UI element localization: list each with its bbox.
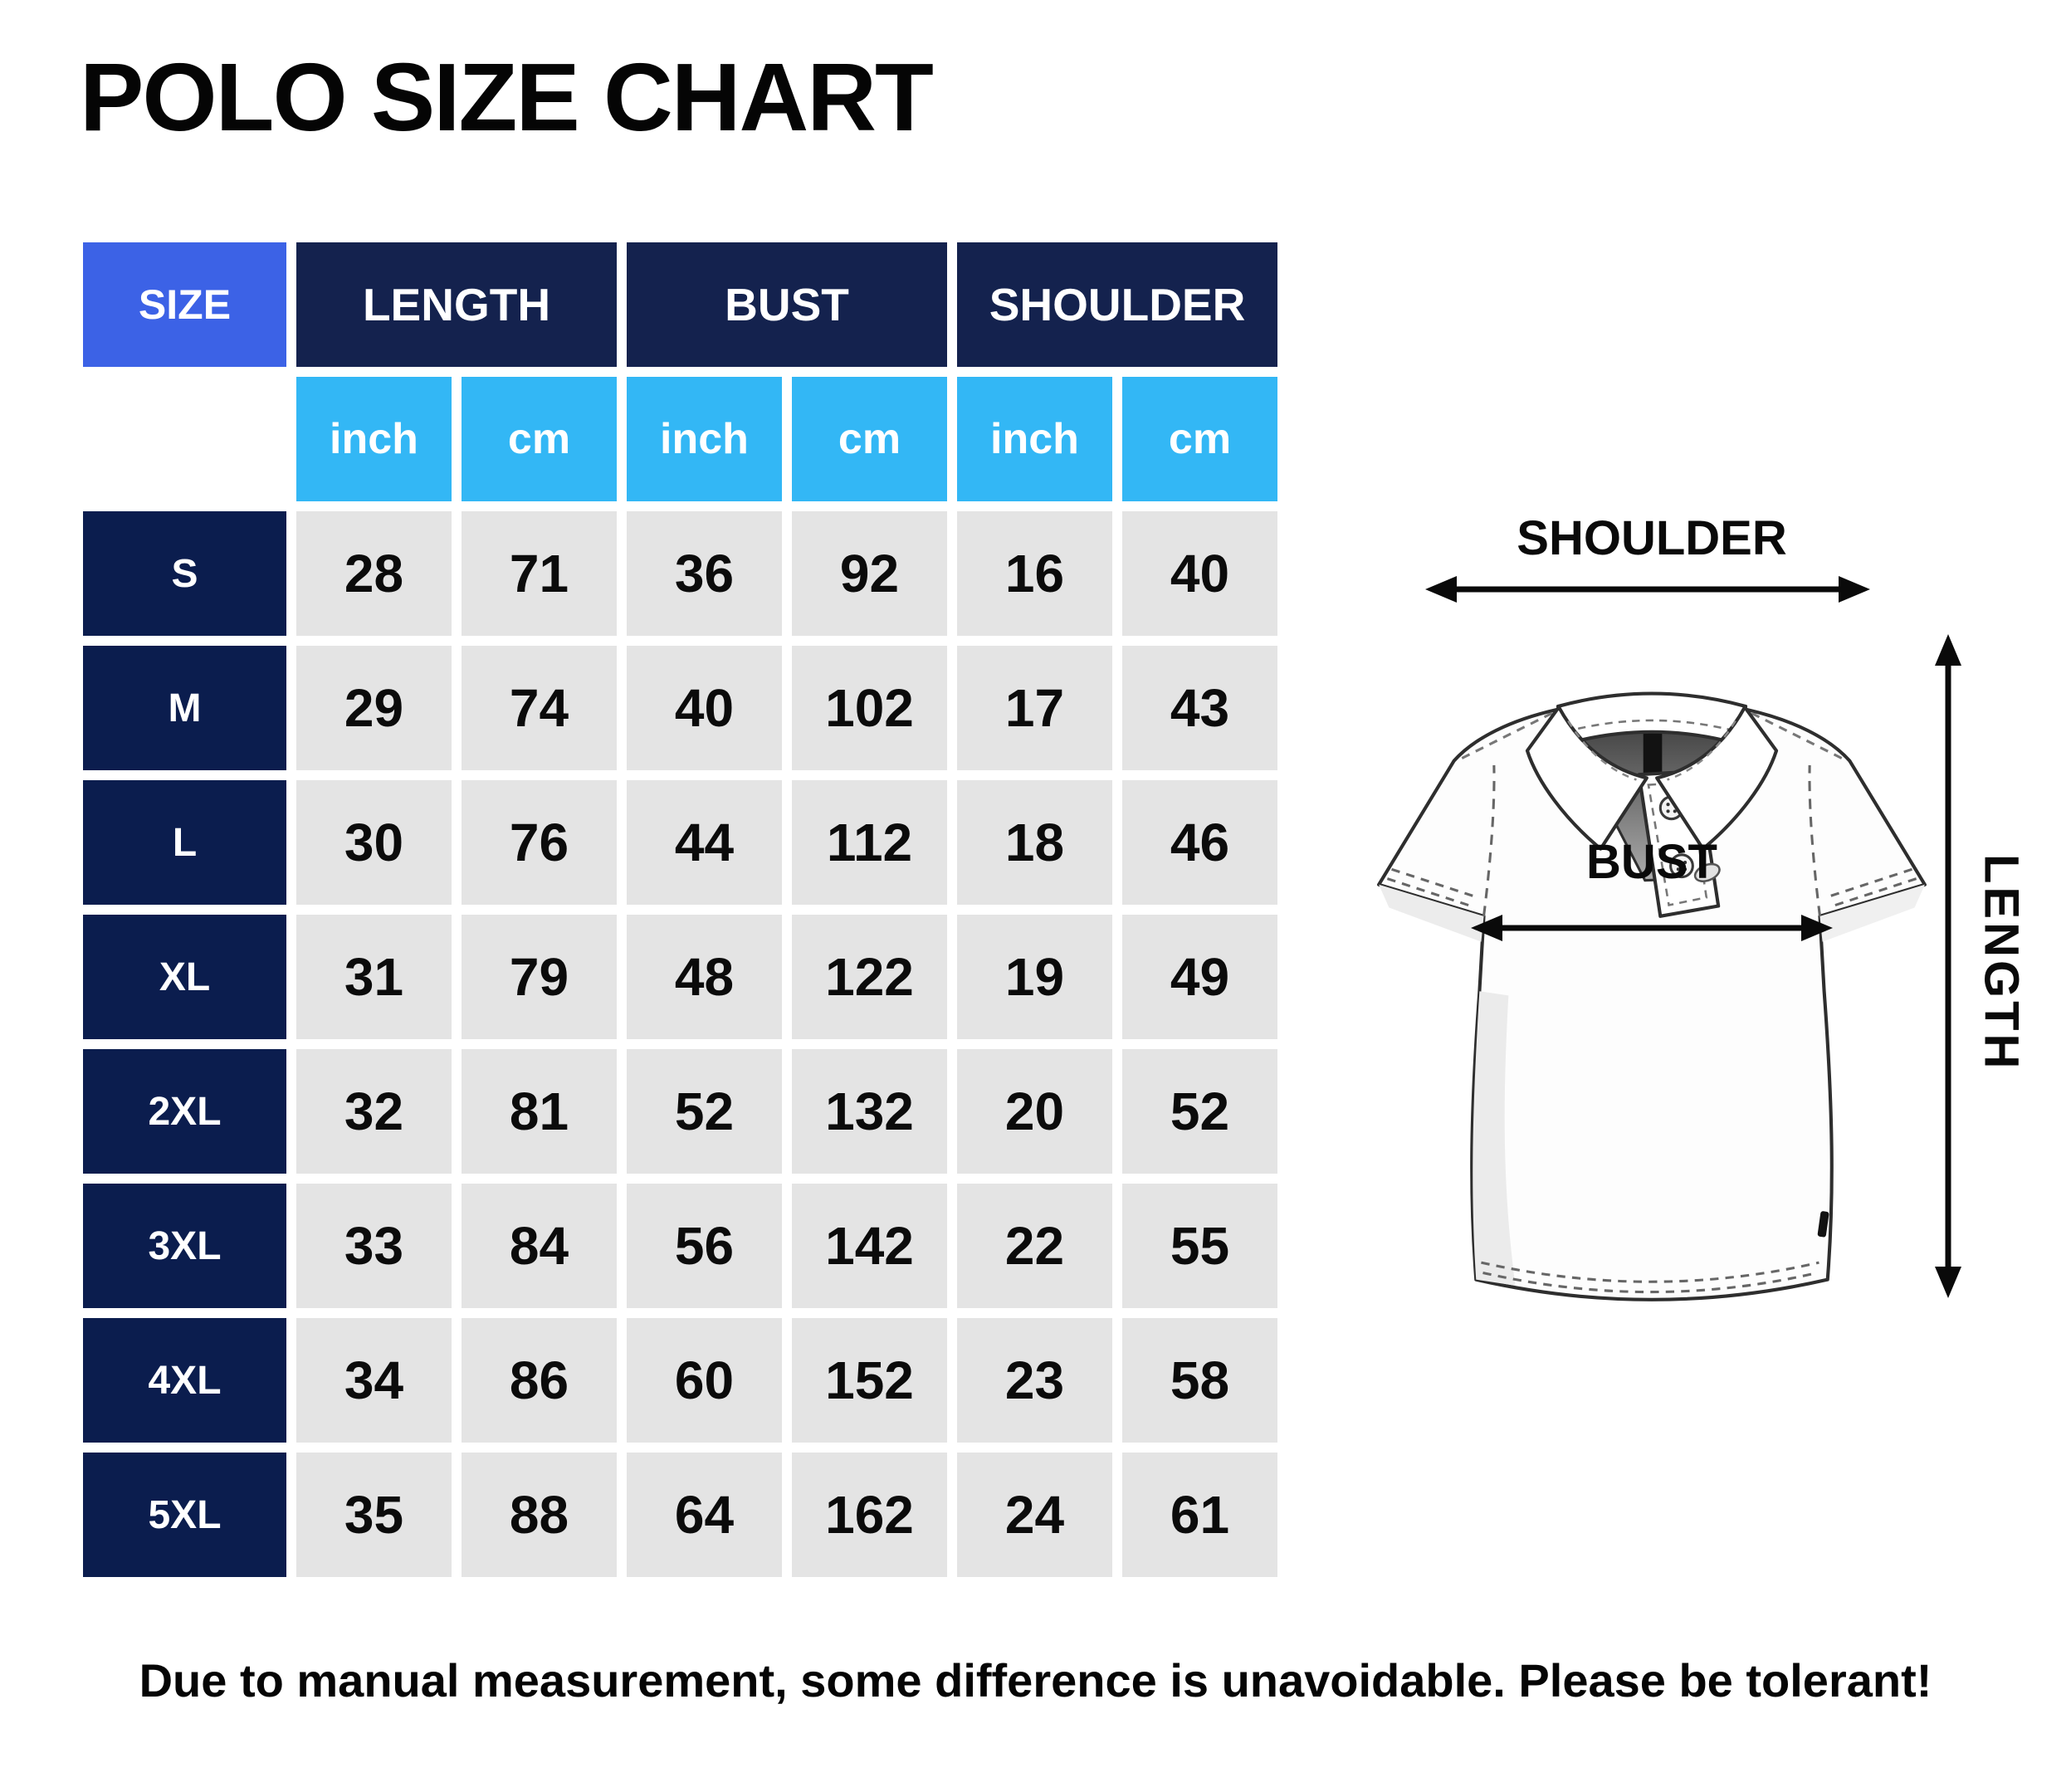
table-cell: 32	[296, 1049, 452, 1174]
table-cell: 58	[1122, 1318, 1277, 1443]
table-cell: 84	[462, 1184, 617, 1308]
column-header-shoulder: SHOULDER	[957, 242, 1277, 367]
table-cell: 16	[957, 511, 1112, 636]
table-cell: 43	[1122, 646, 1277, 770]
column-header-size: SIZE	[83, 242, 286, 367]
table-cell: 74	[462, 646, 617, 770]
table-cell: 162	[792, 1453, 947, 1577]
table-cell: 49	[1122, 915, 1277, 1039]
size-row-label: 4XL	[83, 1318, 286, 1443]
polo-shirt-illustration	[1377, 691, 1927, 1301]
size-row-label: 2XL	[83, 1049, 286, 1174]
size-row-label: XL	[83, 915, 286, 1039]
table-cell: 46	[1122, 780, 1277, 905]
table-cell: 92	[792, 511, 947, 636]
table-cell: 52	[1122, 1049, 1277, 1174]
table-cell: 22	[957, 1184, 1112, 1308]
table-cell: 55	[1122, 1184, 1277, 1308]
table-cell: 33	[296, 1184, 452, 1308]
bust-arrow-icon	[1471, 915, 1833, 941]
table-cell: 76	[462, 780, 617, 905]
table-cell: 71	[462, 511, 617, 636]
table-cell: 36	[627, 511, 782, 636]
table-cell: 17	[957, 646, 1112, 770]
table-cell: 44	[627, 780, 782, 905]
table-cell: 19	[957, 915, 1112, 1039]
table-cell: 30	[296, 780, 452, 905]
table-cell: 24	[957, 1453, 1112, 1577]
table-cell: 112	[792, 780, 947, 905]
unit-header: inch	[296, 377, 452, 501]
size-row-label: 5XL	[83, 1453, 286, 1577]
length-arrow-icon	[1935, 634, 1961, 1298]
table-cell: 61	[1122, 1453, 1277, 1577]
table-cell: 18	[957, 780, 1112, 905]
unit-header: cm	[1122, 377, 1277, 501]
size-row-label: S	[83, 511, 286, 636]
table-cell: 28	[296, 511, 452, 636]
table-cell: 132	[792, 1049, 947, 1174]
table-cell: 102	[792, 646, 947, 770]
table-cell: 79	[462, 915, 617, 1039]
shoulder-arrow-icon	[1425, 576, 1870, 603]
table-cell: 56	[627, 1184, 782, 1308]
table-cell: 29	[296, 646, 452, 770]
size-row-label: M	[83, 646, 286, 770]
table-cell: 88	[462, 1453, 617, 1577]
table-cell: 40	[627, 646, 782, 770]
table-cell: 142	[792, 1184, 947, 1308]
table-cell: 20	[957, 1049, 1112, 1174]
table-cell: 31	[296, 915, 452, 1039]
unit-header: inch	[957, 377, 1112, 501]
page-title: POLO SIZE CHART	[80, 43, 934, 151]
length-measure-label: LENGTH	[1974, 853, 2029, 1072]
shoulder-measure-label: SHOULDER	[1517, 511, 1787, 565]
table-cell: 52	[627, 1049, 782, 1174]
table-cell: 122	[792, 915, 947, 1039]
table-cell: 81	[462, 1049, 617, 1174]
table-cell: 35	[296, 1453, 452, 1577]
table-cell: 34	[296, 1318, 452, 1443]
table-cell: 86	[462, 1318, 617, 1443]
table-cell: 23	[957, 1318, 1112, 1443]
size-row-label: L	[83, 780, 286, 905]
column-header-length: LENGTH	[296, 242, 617, 367]
bust-measure-label: BUST	[1586, 835, 1717, 889]
table-cell: 152	[792, 1318, 947, 1443]
size-table: SIZE LENGTH BUST SHOULDER inch cm inch c…	[83, 242, 1277, 1577]
unit-header: inch	[627, 377, 782, 501]
unit-header: cm	[462, 377, 617, 501]
size-row-label: 3XL	[83, 1184, 286, 1308]
table-cell: 60	[627, 1318, 782, 1443]
unit-header: cm	[792, 377, 947, 501]
column-header-bust: BUST	[627, 242, 947, 367]
footer-note: Due to manual measurement, some differen…	[139, 1654, 1932, 1707]
table-cell: 40	[1122, 511, 1277, 636]
table-cell: 64	[627, 1453, 782, 1577]
table-cell: 48	[627, 915, 782, 1039]
